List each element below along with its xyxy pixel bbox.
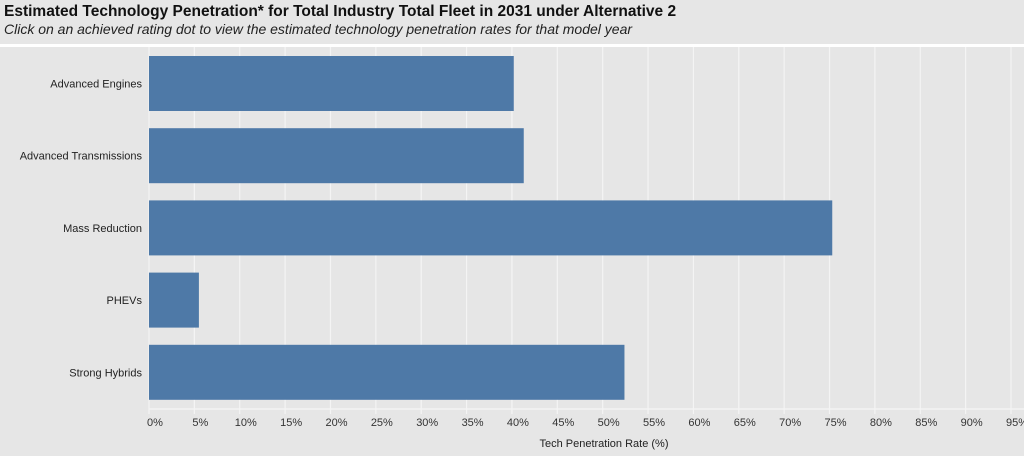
x-tick-label: 20%	[325, 417, 347, 429]
x-tick-label: 0%	[147, 417, 163, 429]
header-separator	[0, 44, 1024, 47]
bar-mass-reduction[interactable]	[149, 200, 833, 256]
x-tick-label: 15%	[280, 417, 302, 429]
x-tick-label: 70%	[779, 417, 801, 429]
category-labels: Advanced Engines Advanced Transmissions Ma…	[20, 79, 143, 380]
x-tick-label: 60%	[688, 417, 710, 429]
x-tick-label: 90%	[961, 417, 983, 429]
category-label: Advanced Engines	[50, 79, 142, 91]
x-tick-label: 80%	[870, 417, 892, 429]
x-tick-label: 25%	[371, 417, 393, 429]
chart-header: Estimated Technology Penetration* for To…	[4, 2, 676, 38]
bar-strong-hybrids[interactable]	[149, 344, 625, 400]
x-tick-label: 50%	[598, 417, 620, 429]
x-tick-label: 85%	[915, 417, 937, 429]
chart-title: Estimated Technology Penetration* for To…	[4, 3, 677, 20]
bar-advanced-transmissions[interactable]	[149, 128, 524, 184]
category-label: Mass Reduction	[63, 223, 142, 235]
category-label: Advanced Transmissions	[20, 151, 143, 163]
x-tick-label: 35%	[462, 417, 484, 429]
x-tick-label: 10%	[235, 417, 257, 429]
category-label: Strong Hybrids	[69, 367, 142, 379]
x-tick-label: 65%	[734, 417, 756, 429]
bar-phevs[interactable]	[149, 272, 199, 328]
x-tick-label: 40%	[507, 417, 529, 429]
category-label: PHEVs	[107, 295, 143, 307]
x-tick-label: 45%	[552, 417, 574, 429]
x-tick-label: 30%	[416, 417, 438, 429]
x-tick-label: 75%	[825, 417, 847, 429]
x-tick-label: 55%	[643, 417, 665, 429]
chart-subtitle: Click on an achieved rating dot to view …	[4, 21, 633, 37]
x-tick-label: 5%	[192, 417, 208, 429]
x-axis-title: Tech Penetration Rate (%)	[539, 438, 668, 450]
x-tick-label: 95%	[1006, 417, 1024, 429]
bars	[149, 56, 833, 400]
bar-advanced-engines[interactable]	[149, 56, 514, 111]
x-tick-labels: 0% 5% 10% 15% 20% 25% 30% 35% 40% 45% 50% 55% 60% 65%…	[147, 417, 1024, 429]
